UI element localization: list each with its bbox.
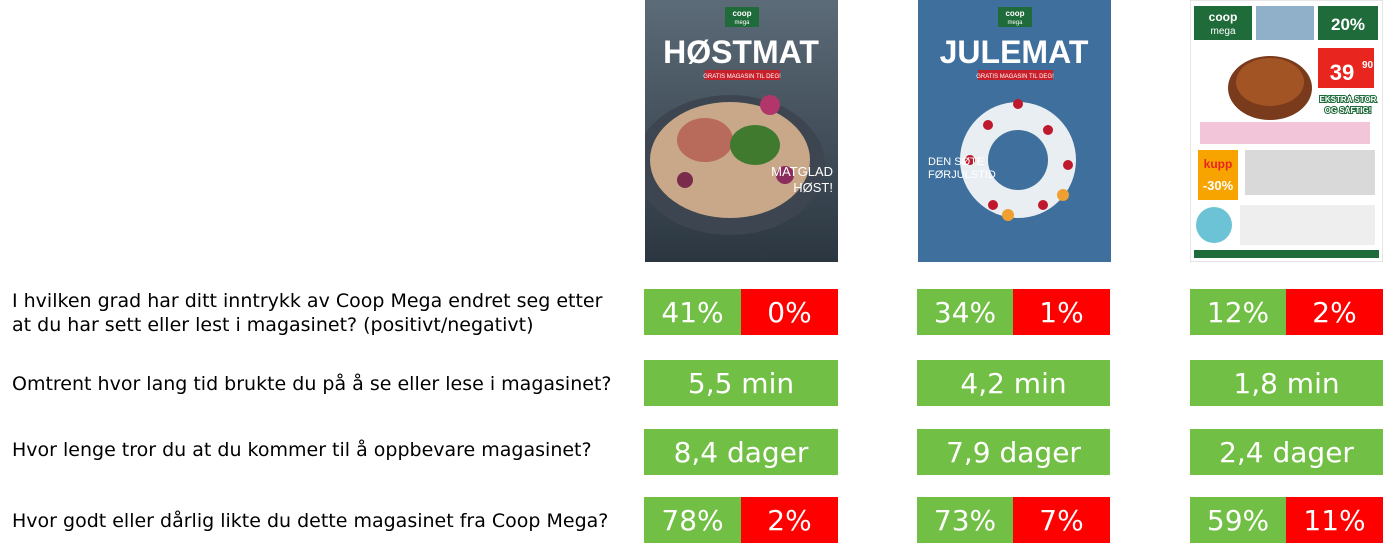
cover-kupp: kupp xyxy=(1204,157,1233,171)
time-spent: 4,2 min xyxy=(917,360,1110,406)
impression-positive: 41% xyxy=(644,289,741,335)
cover-tagline-1: EKSTRA STOR xyxy=(1320,95,1377,104)
cover-headline-1: MATGLAD xyxy=(771,164,833,179)
time-spent: 5,5 min xyxy=(644,360,838,406)
question-keep: Hvor lenge tror du at du kommer til å op… xyxy=(12,439,592,461)
liking-negative: 7% xyxy=(1013,497,1110,543)
magazine-cover-flyer: coop mega 20% 39 90 EKSTRA STOR OG SAFTI… xyxy=(1190,0,1383,262)
cover-brand-top: coop xyxy=(1209,10,1238,24)
impression-negative: 0% xyxy=(741,289,838,335)
cover-title: HØSTMAT xyxy=(663,34,819,70)
impression-negative: 2% xyxy=(1286,289,1383,335)
cover-banner: GRATIS MAGASIN TIL DEG! xyxy=(703,74,781,80)
keep-duration: 2,4 dager xyxy=(1190,429,1383,475)
keep-duration: 7,9 dager xyxy=(917,429,1110,475)
cover-headline-2: HØST! xyxy=(793,180,833,195)
liking-positive: 73% xyxy=(917,497,1013,543)
question-impression: I hvilken grad har ditt inntrykk av Coop… xyxy=(12,290,603,336)
cover-banner: GRATIS MAGASIN TIL DEG! xyxy=(976,74,1054,80)
cover-headline-1: DEN SØTE xyxy=(928,156,984,168)
impression-positive: 12% xyxy=(1190,289,1286,335)
cover-brand-top: coop xyxy=(732,9,751,18)
magazine-cover-julemat: coop mega JULEMAT GRATIS MAGASIN TIL DEG… xyxy=(918,0,1111,262)
keep-duration: 8,4 dager xyxy=(644,429,838,475)
cover-brand-top: coop xyxy=(1005,9,1024,18)
question-liking: Hvor godt eller dårlig likte du dette ma… xyxy=(12,510,609,532)
cover-price-cents: 90 xyxy=(1362,60,1374,71)
magazine-cover-hostmat: coop mega HØSTMAT GRATIS MAGASIN TIL DEG… xyxy=(645,0,838,262)
cover-brand-bottom: mega xyxy=(734,20,750,26)
cover-headline-2: FØRJULSTID xyxy=(928,169,996,181)
cover-discount: -30% xyxy=(1203,178,1234,193)
time-spent: 1,8 min xyxy=(1190,360,1383,406)
liking-negative: 11% xyxy=(1286,497,1383,543)
cover-brand-bottom: mega xyxy=(1210,26,1235,37)
cover-tagline-2: OG SAFTIG! xyxy=(1325,106,1372,115)
cover-title: JULEMAT xyxy=(940,34,1089,70)
impression-positive: 34% xyxy=(917,289,1013,335)
cover-badge: 20% xyxy=(1331,15,1365,34)
question-time: Omtrent hvor lang tid brukte du på å se … xyxy=(12,373,612,395)
liking-positive: 78% xyxy=(644,497,741,543)
cover-price: 39 xyxy=(1330,60,1354,85)
cover-brand-bottom: mega xyxy=(1007,20,1023,26)
liking-negative: 2% xyxy=(741,497,838,543)
impression-negative: 1% xyxy=(1013,289,1110,335)
liking-positive: 59% xyxy=(1190,497,1286,543)
